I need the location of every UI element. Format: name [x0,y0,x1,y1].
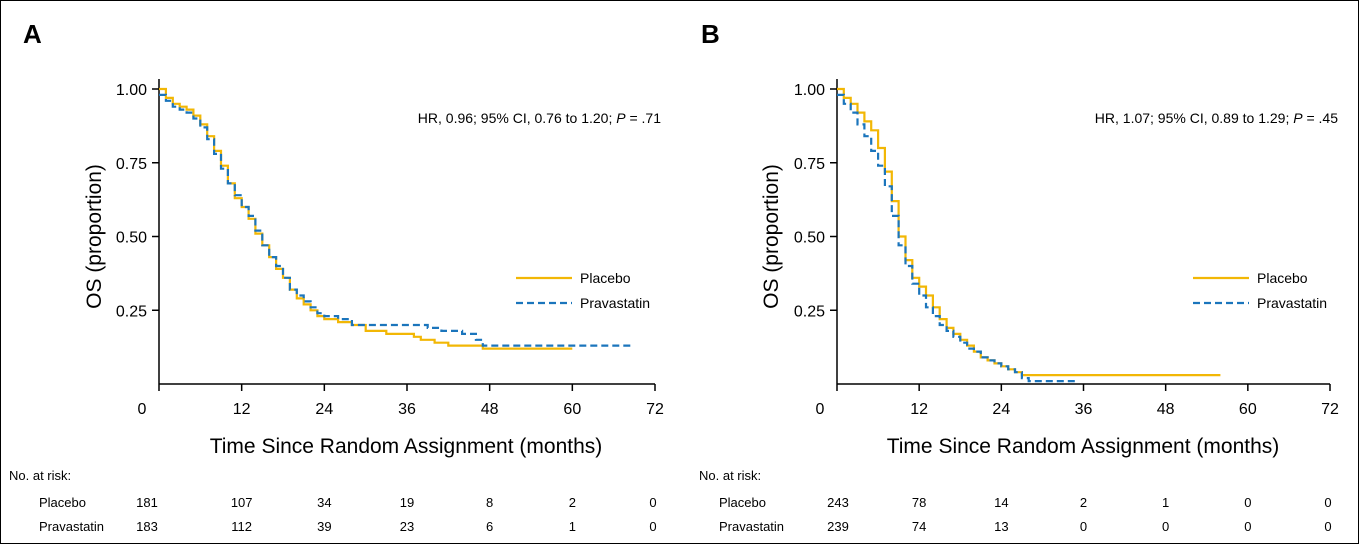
panel-a-risk-cell: 107 [231,495,253,510]
panel-b-risk-cell: 0 [1244,519,1251,534]
panel-b-risk-cell: 0 [1080,519,1087,534]
panel-b-risk-row-label: Placebo [719,495,766,510]
panel-a-legend-label-placebo: Placebo [580,270,631,286]
panel-b-x-axis-label: Time Since Random Assignment (months) [887,435,1280,458]
panel-a-y-tick-label: 1.00 [116,82,147,99]
panel-b-x-tick-label: 0 [816,401,825,418]
panel-a-y-tick-label: 0.75 [116,156,147,173]
panel-a-pravastatin-curve [159,93,635,347]
panel-b-legend-label-pravastatin: Pravastatin [1257,295,1327,311]
panel-a-risk-cell: 34 [317,495,331,510]
panel-b-risk-cell: 239 [827,519,849,534]
panel-a-x-axis-label: Time Since Random Assignment (months) [210,435,603,458]
panel-a-label: A [23,19,42,49]
panel-a-legend-label-pravastatin: Pravastatin [580,295,650,311]
panel-a-risk-cell: 112 [231,519,252,534]
panel-a-y-axis-label: OS (proportion) [83,164,106,309]
panel-a-x-tick-label: 60 [563,401,581,418]
panel-b-risk-cell: 0 [1244,495,1251,510]
panel-b-x-tick-label: 72 [1321,401,1339,418]
panel-a-risk-row-label: Placebo [39,495,86,510]
panel-a-risk-cell: 8 [486,495,493,510]
panel-a-x-tick-label: 36 [398,401,416,418]
panel-a-risk-cell: 183 [136,519,158,534]
panel-b-y-axis-label: OS (proportion) [760,164,783,309]
panel-b-risk-cell: 13 [994,519,1008,534]
panel-a-risk-cell: 181 [136,495,158,510]
panel-a-x-tick-label: 24 [315,401,333,418]
panel-a-risk-cell: 1 [569,519,576,534]
panel-b-risk-row-label: Pravastatin [719,519,784,534]
panel-b-risk-cell: 78 [912,495,926,510]
panel-b-pravastatin-curve [837,93,1077,383]
panel-b-risk-cell: 14 [994,495,1008,510]
panel-b-x-tick-label: 24 [992,401,1010,418]
panel-a-risk-cell: 2 [569,495,576,510]
panel-a-x-tick-label: 12 [233,401,251,418]
panel-b-risk-cell: 0 [1324,495,1331,510]
panel-a-risk-cell: 39 [317,519,331,534]
panel-b-risk-cell: 0 [1324,519,1331,534]
panel-a-risk-cell: 0 [649,519,656,534]
panel-b-risk-cell: 74 [912,519,926,534]
panel-b-risk-table-title: No. at risk: [699,468,761,483]
panel-b-legend-label-placebo: Placebo [1257,270,1308,286]
panel-a-risk-cell: 6 [486,519,493,534]
panel-b-x-tick-label: 60 [1239,401,1257,418]
panel-b-x-tick-label: 48 [1157,401,1175,418]
panel-a-risk-cell: 23 [400,519,414,534]
panel-b-x-tick-label: 12 [910,401,928,418]
panel-a-y-tick-label: 0.25 [116,303,147,320]
panel-a-risk-cell: 0 [649,495,656,510]
panel-b-x-tick-label: 36 [1075,401,1093,418]
panel-b-y-tick-label: 0.25 [794,303,825,320]
panel-b-hr-annotation: HR, 1.07; 95% CI, 0.89 to 1.29; P = .45 [1095,110,1338,126]
panel-a-hr-annotation: HR, 0.96; 95% CI, 0.76 to 1.20; P = .71 [418,110,661,126]
panel-b-risk-cell: 0 [1162,519,1169,534]
panel-b-risk-cell: 1 [1162,495,1169,510]
panel-b-risk-cell: 2 [1080,495,1087,510]
panel-a-placebo-curve [159,87,573,350]
panel-a-risk-cell: 19 [400,495,414,510]
panel-b-label: B [701,19,720,49]
panel-a-risk-row-label: Pravastatin [39,519,104,534]
panel-a-x-tick-label: 72 [646,401,664,418]
panel-b-y-tick-label: 1.00 [794,82,825,99]
panel-a-y-tick-label: 0.50 [116,230,147,247]
panel-a-risk-table-title: No. at risk: [9,468,71,483]
panel-b-y-tick-label: 0.75 [794,156,825,173]
panel-b-placebo-curve [837,87,1221,377]
panel-a-x-tick-label: 0 [138,401,147,418]
panel-a-x-tick-label: 48 [481,401,499,418]
panel-b-y-tick-label: 0.50 [794,230,825,247]
panel-b-risk-cell: 243 [827,495,849,510]
